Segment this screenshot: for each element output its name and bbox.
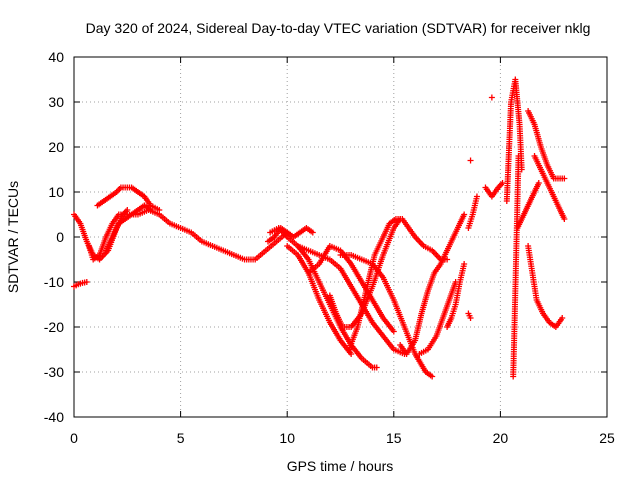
y-tick-label: -40 <box>44 409 64 425</box>
y-tick-label: 40 <box>48 49 64 65</box>
data-point <box>147 207 154 213</box>
x-tick-label: 5 <box>177 430 185 446</box>
x-axis-label: GPS time / hours <box>287 458 394 474</box>
x-tick-label: 0 <box>70 430 78 446</box>
series-arc-20 <box>482 180 506 200</box>
series-arc-14 <box>397 211 468 357</box>
series-arc-2 <box>71 279 90 290</box>
data-point <box>467 315 474 321</box>
data-point <box>467 157 474 164</box>
series-arc-16 <box>444 261 468 330</box>
series-arc-10 <box>305 243 397 335</box>
data-point <box>515 153 522 159</box>
data-point <box>373 364 380 371</box>
data-point <box>348 351 355 357</box>
series-arc-22 <box>503 76 525 204</box>
data-point <box>461 211 468 218</box>
x-tick-label: 25 <box>599 430 615 446</box>
y-tick-label: 10 <box>48 184 64 200</box>
data-point <box>156 207 163 213</box>
chart-title: Day 320 of 2024, Sidereal Day-to-day VTE… <box>86 20 591 36</box>
y-tick-label: 0 <box>56 229 64 245</box>
series-arc-24 <box>514 180 542 231</box>
series-arc-7 <box>267 225 380 371</box>
data-point <box>488 94 495 101</box>
y-tick-label: -30 <box>44 364 64 380</box>
data-point <box>309 229 316 236</box>
x-tick-label: 20 <box>493 430 509 446</box>
series-arc-15 <box>416 279 459 357</box>
data-point <box>559 315 566 321</box>
data-point <box>390 328 397 335</box>
data-point <box>429 373 436 380</box>
x-tick-label: 10 <box>279 430 295 446</box>
y-tick-label: -20 <box>44 319 64 335</box>
series-arc-5 <box>102 202 154 254</box>
y-axis-label: SDTVAR / TECUs <box>5 181 21 293</box>
series-arc-17 <box>465 193 480 231</box>
data-point <box>499 180 506 186</box>
data-point <box>461 261 468 267</box>
data-point <box>83 279 90 285</box>
series-arc-3 <box>85 207 291 263</box>
series-arc-18 <box>465 310 474 321</box>
data-point <box>535 180 542 186</box>
plot-frame <box>73 56 608 418</box>
series-arc-26 <box>525 243 566 330</box>
series-arc-19 <box>467 157 474 164</box>
data-points <box>71 76 568 380</box>
data-point <box>561 175 568 182</box>
series-arc-27 <box>531 153 568 222</box>
series-arc-23 <box>510 153 522 380</box>
tick-labels: 0 5 10 15 20 25 -40 -30 -20 -10 0 10 20 30 40 <box>44 49 615 446</box>
y-tick-label: 30 <box>48 94 64 110</box>
series-arc-13 <box>346 216 451 353</box>
series-arc-4 <box>94 184 163 213</box>
data-point <box>473 193 480 200</box>
y-tick-label: 20 <box>48 139 64 155</box>
y-tick-label: -10 <box>44 274 64 290</box>
series-arc-25 <box>525 108 568 182</box>
data-point <box>561 216 568 222</box>
x-tick-label: 15 <box>386 430 402 446</box>
series-arc-21 <box>488 94 495 101</box>
